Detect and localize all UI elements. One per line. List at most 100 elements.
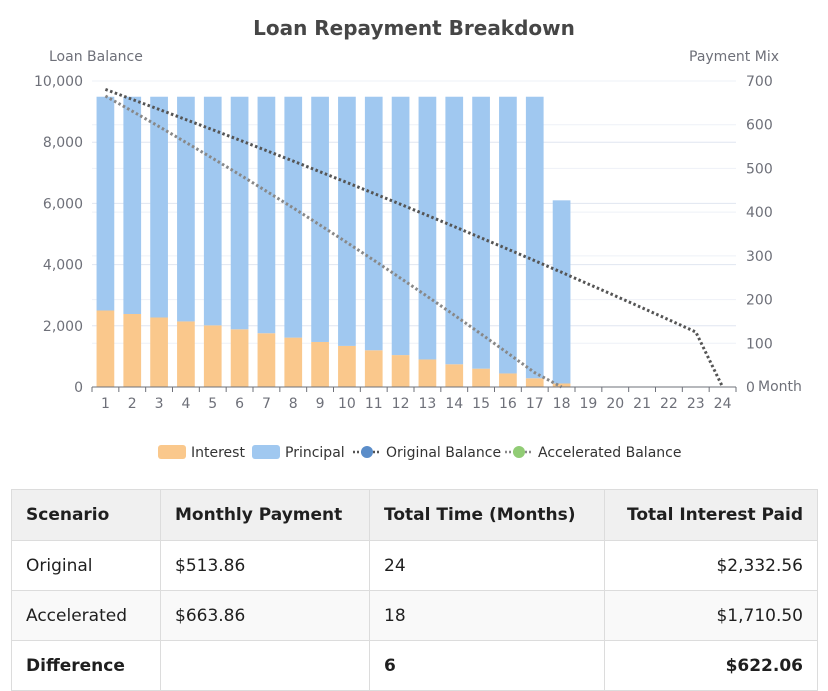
x-tick-label: 14 bbox=[445, 396, 463, 412]
bar-interest bbox=[552, 383, 571, 387]
bar-interest bbox=[499, 373, 517, 387]
bar-principal bbox=[284, 96, 303, 338]
axes: 0 2,000 4,000 6,000 8,000 10,000 0 100 200 300 400… bbox=[34, 74, 773, 412]
x-tick-label: 17 bbox=[526, 396, 544, 412]
left-axis-label: Loan Balance bbox=[49, 49, 143, 65]
table-row: Original $513.86 24 $2,332.56 bbox=[11, 540, 818, 591]
bar-principal bbox=[96, 96, 115, 311]
bar-interest bbox=[123, 313, 142, 387]
header-total-time: Total Time (Months) bbox=[369, 489, 605, 541]
cell-scenario: Accelerated bbox=[11, 590, 161, 641]
x-tick-label: 10 bbox=[338, 396, 356, 412]
bar-principal bbox=[203, 96, 222, 326]
bar-series bbox=[96, 96, 571, 387]
comparison-table-wrapper: Scenario Monthly Payment Total Time (Mon… bbox=[11, 489, 818, 691]
legend-swatch-interest bbox=[158, 445, 186, 459]
legend-label-original-balance: Original Balance bbox=[386, 445, 501, 461]
bar-interest bbox=[177, 321, 195, 387]
x-tick-label: 6 bbox=[235, 396, 244, 412]
cell-scenario: Original bbox=[11, 540, 161, 591]
x-tick-label: 16 bbox=[499, 396, 517, 412]
right-tick-label: 200 bbox=[746, 293, 773, 309]
cell-months: 24 bbox=[369, 540, 605, 591]
x-tick-label: 1 bbox=[101, 396, 110, 412]
cell-interest: $1,710.50 bbox=[604, 590, 818, 641]
bar-principal bbox=[364, 96, 383, 351]
legend-item-principal[interactable]: Principal bbox=[252, 445, 345, 461]
bar-principal bbox=[338, 96, 356, 346]
legend-item-original-balance[interactable]: Original Balance bbox=[353, 445, 501, 461]
x-tick-label: 2 bbox=[128, 396, 137, 412]
line-original-balance bbox=[104, 87, 724, 388]
cell-months: 6 bbox=[369, 640, 605, 691]
header-total-interest: Total Interest Paid bbox=[604, 489, 818, 541]
x-tick-label: 18 bbox=[553, 396, 571, 412]
bar-interest bbox=[364, 350, 383, 387]
legend-item-interest[interactable]: Interest bbox=[158, 445, 245, 461]
legend-marker-original-balance bbox=[361, 446, 373, 458]
legend-item-accelerated-balance[interactable]: Accelerated Balance bbox=[505, 445, 681, 461]
bar-principal bbox=[499, 96, 517, 374]
bar-principal bbox=[311, 96, 329, 342]
bar-principal bbox=[418, 96, 437, 360]
legend-swatch-principal bbox=[252, 445, 280, 459]
x-tick-label: 24 bbox=[714, 396, 732, 412]
right-tick-label: 300 bbox=[746, 249, 773, 265]
bar-interest bbox=[472, 368, 490, 387]
chart-canvas: Loan Repayment Breakdown Loan Balance Pa… bbox=[34, 16, 802, 461]
x-tick-label: 9 bbox=[316, 396, 325, 412]
bar-interest bbox=[203, 325, 222, 387]
loan-repayment-chart: Loan Repayment Breakdown Loan Balance Pa… bbox=[34, 16, 802, 461]
x-tick-label: 3 bbox=[155, 396, 164, 412]
bar-interest bbox=[150, 317, 168, 387]
x-tick-label: 4 bbox=[181, 396, 190, 412]
right-tick-label: 100 bbox=[746, 336, 773, 352]
x-tick-label: 22 bbox=[660, 396, 678, 412]
legend-marker-accelerated-balance bbox=[513, 446, 525, 458]
left-tick-label: 10,000 bbox=[34, 74, 83, 90]
bar-interest bbox=[418, 359, 437, 387]
cell-payment: $513.86 bbox=[160, 540, 370, 591]
comparison-table: Scenario Monthly Payment Total Time (Mon… bbox=[11, 489, 818, 691]
table-header-row: Scenario Monthly Payment Total Time (Mon… bbox=[11, 489, 818, 541]
bar-principal bbox=[445, 96, 464, 365]
bar-interest bbox=[338, 345, 356, 387]
right-tick-label: 500 bbox=[746, 161, 773, 177]
bar-principal bbox=[472, 96, 490, 369]
legend-label-accelerated-balance: Accelerated Balance bbox=[538, 445, 681, 461]
bar-principal bbox=[391, 96, 410, 356]
x-tick-label: 15 bbox=[472, 396, 490, 412]
header-monthly-payment: Monthly Payment bbox=[160, 489, 370, 541]
right-tick-label: 700 bbox=[746, 74, 773, 90]
x-tick-label: 8 bbox=[289, 396, 298, 412]
right-tick-label: 600 bbox=[746, 118, 773, 134]
bar-interest bbox=[445, 364, 464, 387]
cell-interest: $2,332.56 bbox=[604, 540, 818, 591]
cell-months: 18 bbox=[369, 590, 605, 641]
bar-principal bbox=[230, 96, 249, 330]
right-tick-label: 400 bbox=[746, 205, 773, 221]
x-tick-label: 5 bbox=[208, 396, 217, 412]
bar-principal bbox=[177, 96, 195, 322]
line-series bbox=[104, 87, 724, 389]
x-tick-label: 12 bbox=[392, 396, 410, 412]
x-tick-label: 13 bbox=[419, 396, 437, 412]
x-tick-label: 11 bbox=[365, 396, 383, 412]
chart-legend[interactable]: Interest Principal Original Balance Acceler… bbox=[158, 445, 681, 461]
chart-title: Loan Repayment Breakdown bbox=[253, 16, 575, 40]
cell-interest: $622.06 bbox=[604, 640, 818, 691]
right-axis-label: Payment Mix bbox=[689, 49, 779, 65]
right-tick-label: 0 bbox=[746, 380, 755, 396]
x-tick-label: 7 bbox=[262, 396, 271, 412]
bar-interest bbox=[391, 355, 410, 387]
table-row: Difference 6 $622.06 bbox=[11, 640, 818, 691]
left-tick-label: 6,000 bbox=[43, 196, 83, 212]
bar-interest bbox=[257, 333, 276, 387]
x-tick-label: 23 bbox=[687, 396, 705, 412]
legend-label-interest: Interest bbox=[191, 445, 245, 461]
cell-payment bbox=[160, 640, 370, 691]
bar-interest bbox=[311, 341, 329, 387]
bar-principal bbox=[123, 96, 142, 314]
cell-scenario: Difference bbox=[11, 640, 161, 691]
left-tick-label: 2,000 bbox=[43, 319, 83, 335]
